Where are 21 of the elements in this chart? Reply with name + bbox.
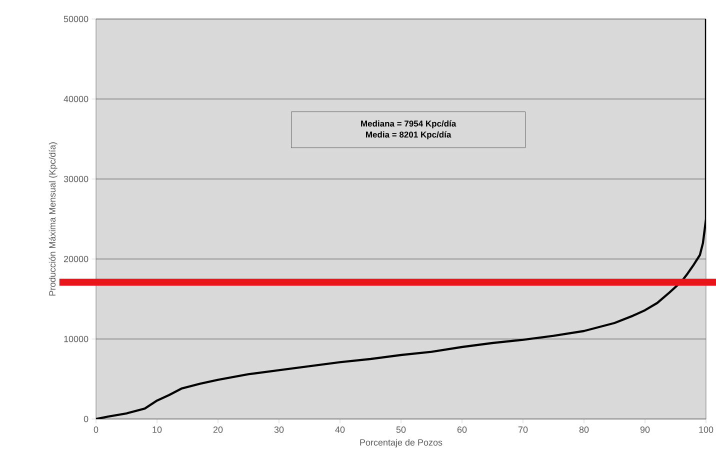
x-tick-label: 100 [699, 426, 714, 433]
x-tick-label: 60 [457, 426, 467, 433]
x-tick-label: 70 [518, 426, 528, 433]
y-tick-label: 50000 [64, 16, 88, 22]
y-axis-title: Producción Máxima Mensual (Kpc/día) [48, 142, 58, 296]
x-tick-label: 90 [640, 426, 650, 433]
x-axis-title: Porcentaje de Pozos [360, 439, 442, 448]
y-tick-label: 20000 [64, 256, 88, 262]
x-tick-label: 20 [213, 426, 223, 433]
annotation: Media = 8201 Kpc/día [366, 131, 452, 140]
y-tick-label: 30000 [64, 176, 88, 182]
y-tick-label: 0 [84, 416, 88, 422]
x-tick-label: 0 [94, 426, 98, 433]
x-tick-label: 30 [274, 426, 284, 433]
x-tick-label: 50 [396, 426, 406, 433]
annotation: Mediana = 7954 Kpc/día [361, 120, 456, 128]
y-tick-label: 10000 [64, 336, 88, 342]
x-tick-label: 10 [152, 426, 162, 433]
y-tick-label: 40000 [64, 96, 88, 102]
x-tick-label: 80 [579, 426, 589, 433]
x-tick-label: 40 [335, 426, 345, 433]
